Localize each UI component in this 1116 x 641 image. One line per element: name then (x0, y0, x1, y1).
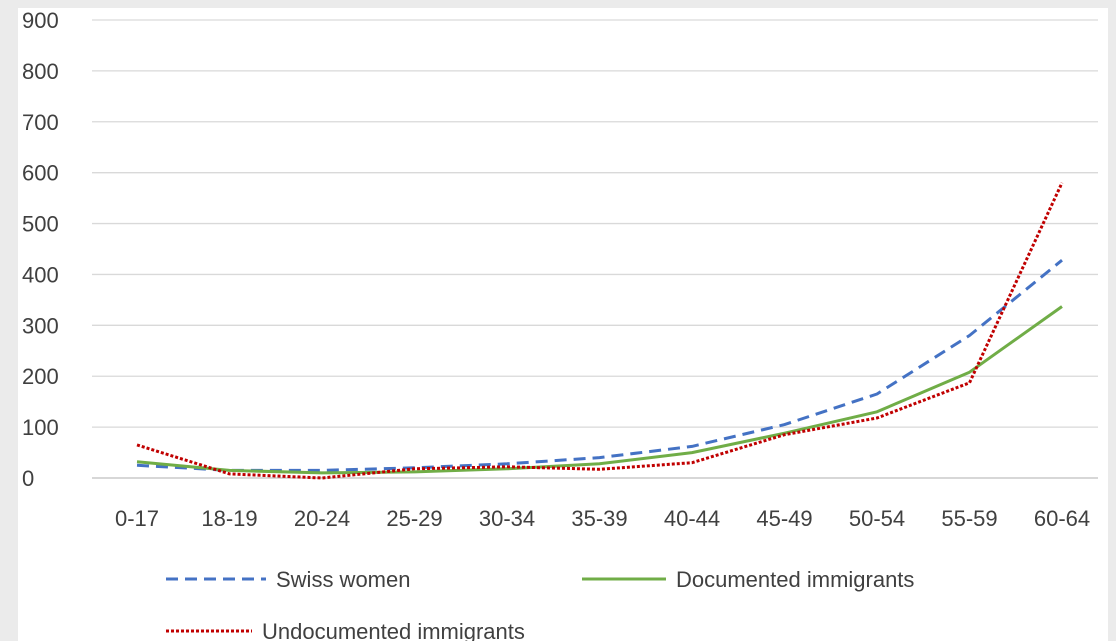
series-line-documented-immigrants (136, 305, 1063, 475)
x-tick-label: 50-54 (849, 506, 905, 531)
y-tick-label: 600 (22, 161, 59, 186)
legend-documented-immigrants-label: Documented immigrants (676, 567, 914, 592)
x-tick-label: 25-29 (386, 506, 442, 531)
series-line-swiss-women (136, 259, 1063, 472)
y-tick-label: 100 (22, 415, 59, 440)
x-tick-label: 55-59 (941, 506, 997, 531)
y-tick-label: 300 (22, 313, 59, 338)
x-tick-label: 20-24 (294, 506, 350, 531)
y-tick-label: 200 (22, 364, 59, 389)
chart-panel (18, 8, 1108, 641)
x-tick-label: 0-17 (115, 506, 159, 531)
y-tick-label: 0 (22, 466, 34, 491)
x-tick-label: 40-44 (664, 506, 720, 531)
x-tick-label: 35-39 (571, 506, 627, 531)
y-tick-label: 500 (22, 212, 59, 237)
y-tick-label: 400 (22, 262, 59, 287)
legend-swiss-women-label: Swiss women (276, 567, 410, 592)
x-tick-label: 60-64 (1034, 506, 1090, 531)
y-tick-label: 800 (22, 59, 59, 84)
series-line-undocumented-immigrants (136, 182, 1064, 480)
legend-undocumented-immigrants-label: Undocumented immigrants (262, 619, 525, 641)
x-axis-tick-labels: 0-17 18-19 20-24 25-29 30-34 35-39 40-44 45-49 5… (115, 506, 1090, 531)
gridlines (92, 19, 1098, 479)
series-lines (136, 182, 1064, 480)
y-tick-label: 700 (22, 110, 59, 135)
x-tick-label: 18-19 (201, 506, 257, 531)
x-tick-label: 30-34 (479, 506, 535, 531)
legend: Swiss women Documented immigrants Undocume… (166, 567, 914, 641)
y-tick-label: 900 (22, 8, 59, 33)
y-axis-tick-labels: 0 100 200 300 400 500 600 700 800 900 (22, 8, 59, 491)
x-tick-label: 45-49 (756, 506, 812, 531)
